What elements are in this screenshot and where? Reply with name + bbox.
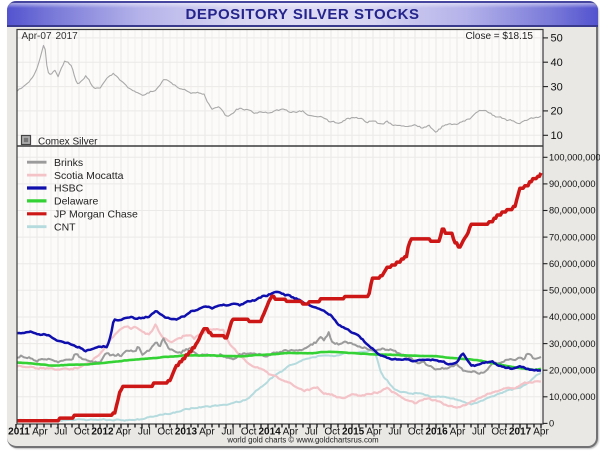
svg-text:2017: 2017 [56,31,79,42]
svg-text:Apr: Apr [533,427,549,438]
svg-text:70,000,000: 70,000,000 [549,232,596,242]
svg-text:Apr: Apr [116,427,132,438]
svg-text:Apr: Apr [366,427,382,438]
svg-text:Oct: Oct [241,427,257,438]
svg-text:world gold charts © www.goldch: world gold charts © www.goldchartsrus.co… [226,436,378,445]
svg-text:40,000,000: 40,000,000 [549,312,596,322]
svg-text:CNT: CNT [54,221,76,233]
svg-text:Jul: Jul [138,427,151,438]
svg-text:10,000,000: 10,000,000 [549,392,596,402]
svg-text:Oct: Oct [324,427,340,438]
svg-text:Apr: Apr [450,427,466,438]
svg-text:100,000,000: 100,000,000 [549,153,600,163]
svg-text:Oct: Oct [74,427,90,438]
svg-text:Jul: Jul [472,427,485,438]
svg-text:2012: 2012 [91,427,114,438]
svg-text:Apr: Apr [32,427,48,438]
svg-text:Comex Silver: Comex Silver [38,137,98,148]
svg-text:80,000,000: 80,000,000 [549,206,596,216]
svg-text:Jul: Jul [388,427,401,438]
svg-text:Oct: Oct [491,427,507,438]
svg-text:Close = $18.15: Close = $18.15 [465,31,533,42]
svg-text:60,000,000: 60,000,000 [549,259,596,269]
svg-text:90,000,000: 90,000,000 [549,179,596,189]
svg-text:0: 0 [549,419,554,429]
svg-text:2013: 2013 [175,427,198,438]
svg-text:2016: 2016 [425,427,448,438]
svg-text:20,000,000: 20,000,000 [549,365,596,375]
svg-text:30: 30 [551,81,563,93]
svg-text:Oct: Oct [408,427,424,438]
svg-text:30,000,000: 30,000,000 [549,339,596,349]
svg-text:2017: 2017 [509,427,532,438]
svg-text:Scotia Mocatta: Scotia Mocatta [54,170,124,182]
svg-text:50: 50 [551,33,563,45]
svg-text:Jul: Jul [305,427,318,438]
svg-text:Jul: Jul [221,427,234,438]
svg-text:20: 20 [551,106,563,118]
svg-text:Brinks: Brinks [54,157,83,169]
svg-text:JP Morgan Chase: JP Morgan Chase [54,209,138,221]
svg-text:Oct: Oct [157,427,173,438]
svg-text:50,000,000: 50,000,000 [549,286,596,296]
svg-text:Jul: Jul [54,427,67,438]
svg-text:2015: 2015 [342,427,365,438]
svg-text:Apr: Apr [199,427,215,438]
svg-text:2011: 2011 [8,427,30,438]
svg-text:HSBC: HSBC [54,183,84,195]
svg-text:Delaware: Delaware [54,196,99,208]
svg-text:2014: 2014 [258,427,281,438]
svg-text:40: 40 [551,57,563,69]
svg-text:10: 10 [551,130,563,142]
svg-text:Apr: Apr [283,427,299,438]
svg-text:Apr-07: Apr-07 [22,31,52,42]
